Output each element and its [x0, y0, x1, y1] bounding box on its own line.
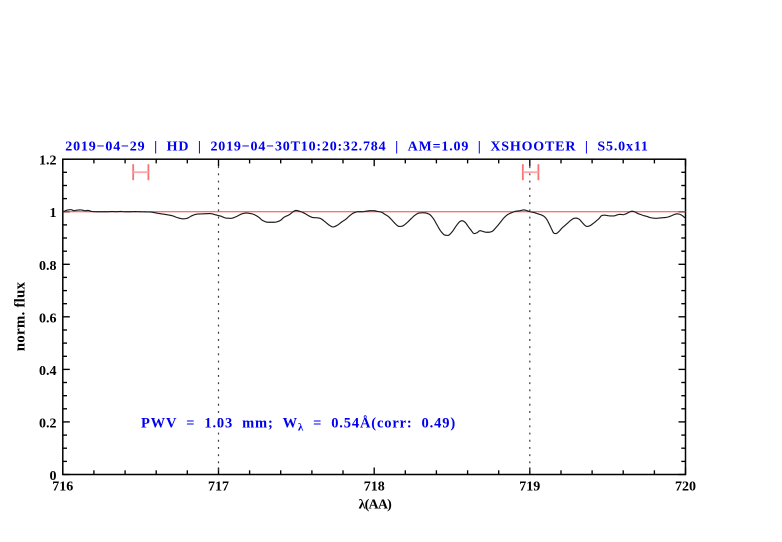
svg-text:716: 716	[52, 480, 73, 495]
svg-text:PWV = 1.03 mm; Wλ = 0.54: PWV = 1.03 mm; Wλ = 0.54Å(corr: 0.49)	[141, 416, 456, 434]
svg-text:norm. flux: norm. flux	[13, 281, 29, 351]
svg-text:0.2: 0.2	[39, 416, 57, 431]
svg-text:717: 717	[208, 480, 229, 495]
svg-text:λ(AA): λ(AA)	[359, 498, 393, 513]
svg-text:0.4: 0.4	[39, 364, 57, 379]
svg-text:1: 1	[50, 206, 57, 221]
svg-text:0.6: 0.6	[39, 311, 57, 326]
svg-text:2019−04−29 | HD | 2019−04−: 2019−04−29 | HD | 2019−04−30T10:20:32.78…	[65, 140, 648, 155]
svg-text:719: 719	[519, 480, 540, 495]
svg-text:0.8: 0.8	[39, 259, 57, 274]
svg-text:0: 0	[50, 469, 57, 484]
svg-text:718: 718	[364, 480, 385, 495]
svg-text:720: 720	[675, 480, 696, 495]
svg-text:1.2: 1.2	[39, 154, 57, 169]
